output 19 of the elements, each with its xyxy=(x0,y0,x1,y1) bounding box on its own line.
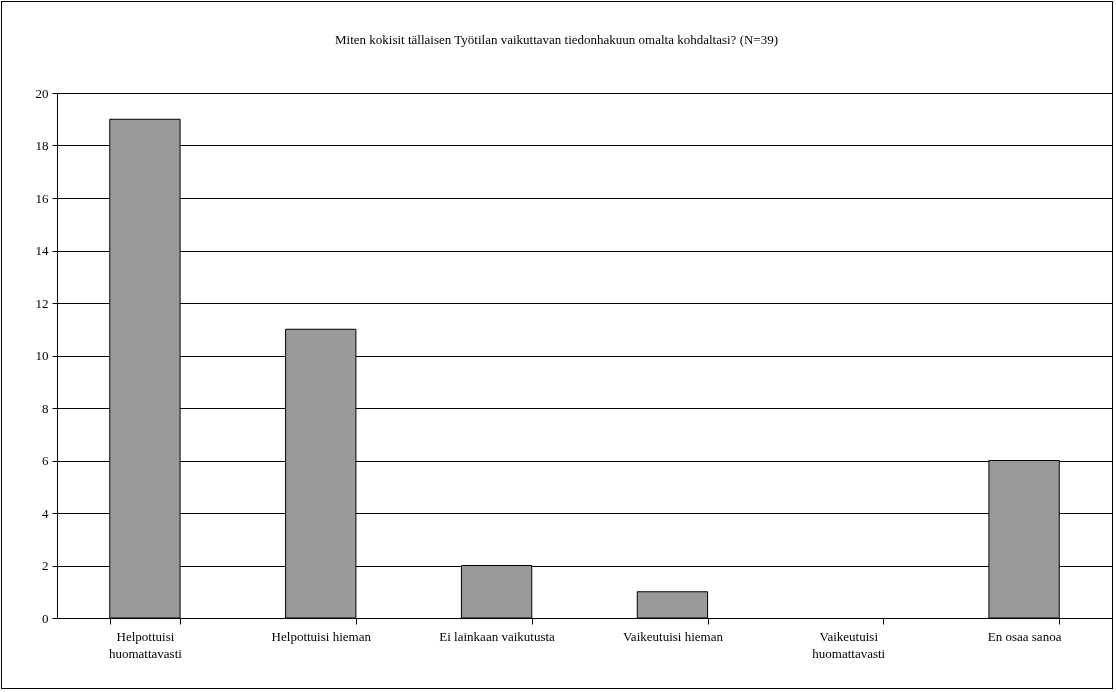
y-tick-label: 2 xyxy=(42,558,49,573)
y-tick-label: 8 xyxy=(42,400,49,416)
y-tick-label: 14 xyxy=(35,243,49,258)
y-tick-label: 16 xyxy=(35,190,49,206)
y-tick-label: 12 xyxy=(35,295,49,311)
chart-title: Miten kokisit tällaisen Työtilan vaikuttavan tiedonhakuun omalta kohdaltasi? (N=39) xyxy=(334,32,779,47)
y-tick-label: 10 xyxy=(35,348,49,363)
x-tick-label: Vaikeutuisi hieman xyxy=(622,628,724,644)
x-tick-label: Helpottuisi hieman xyxy=(271,628,372,644)
y-tick-label: 18 xyxy=(35,138,49,153)
x-tick-label: Vaikeutuisi huomattavasti xyxy=(812,628,886,661)
y-tick-label: 20 xyxy=(35,85,49,101)
y-tick-label: 6 xyxy=(42,453,49,468)
x-tick-label: Ei lainkaan vaikutusta xyxy=(439,628,556,644)
y-tick-label: 4 xyxy=(42,505,49,521)
y-tick-label: 0 xyxy=(42,610,49,626)
x-tick-label: En osaa sanoa xyxy=(987,628,1062,644)
bar xyxy=(636,591,709,619)
x-tick-label: Helpottuisi huomattavasti xyxy=(108,628,183,661)
